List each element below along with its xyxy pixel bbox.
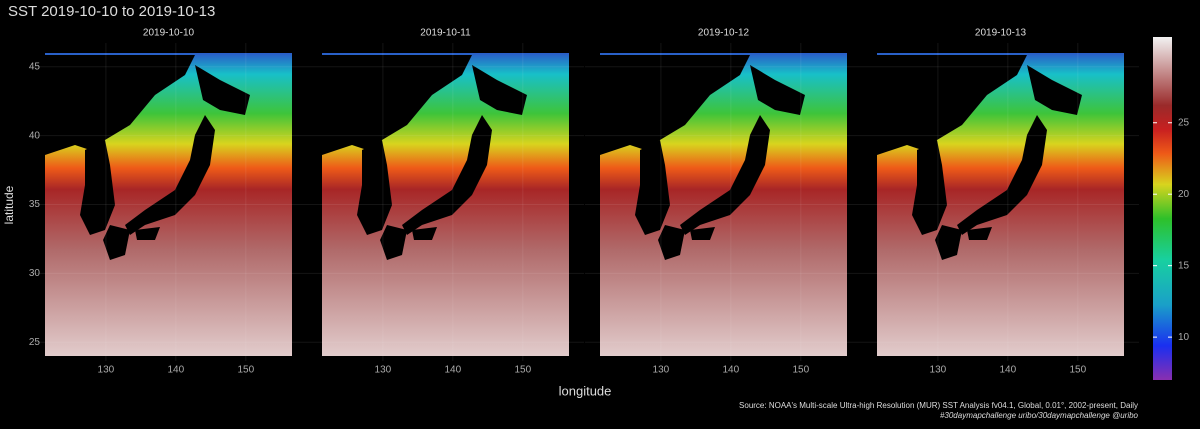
x-tick-label: 130: [653, 365, 670, 376]
y-tick-label: 35: [29, 199, 41, 210]
y-axis-label: latitude: [2, 185, 16, 224]
x-axis-label: longitude: [559, 383, 612, 398]
x-tick-label: 150: [514, 365, 531, 376]
colorbar-tick-label: 15: [1178, 260, 1190, 271]
x-tick-label: 130: [930, 365, 947, 376]
x-tick-label: 140: [168, 365, 185, 376]
x-tick-label: 150: [237, 365, 254, 376]
panel-label: 2019-10-10: [143, 28, 195, 39]
x-tick-label: 140: [1000, 365, 1017, 376]
y-tick-label: 30: [29, 268, 41, 279]
x-tick-label: 140: [445, 365, 462, 376]
panel-label: 2019-10-12: [698, 28, 750, 39]
x-tick-label: 130: [98, 365, 115, 376]
colorbar-tick-label: 10: [1178, 332, 1190, 343]
colorbar-tick-label: 20: [1178, 189, 1190, 200]
panel-label: 2019-10-11: [420, 28, 471, 39]
colorbar-tick-label: 25: [1178, 117, 1190, 128]
panel-label: 2019-10-13: [975, 28, 1027, 39]
x-tick-label: 140: [723, 365, 740, 376]
y-tick-label: 45: [29, 61, 41, 72]
y-tick-label: 40: [29, 130, 41, 141]
x-tick-label: 130: [375, 365, 392, 376]
y-tick-label: 25: [29, 337, 41, 348]
x-tick-label: 150: [792, 365, 809, 376]
colorbar: [1153, 37, 1172, 380]
chart-title: SST 2019-10-10 to 2019-10-13: [8, 3, 215, 20]
source-line: #30daymapchallenge uribo/30daymapchallen…: [940, 411, 1139, 420]
x-tick-label: 150: [1069, 365, 1086, 376]
source-line: Source: NOAA's Multi-scale Ultra-high Re…: [739, 401, 1138, 410]
